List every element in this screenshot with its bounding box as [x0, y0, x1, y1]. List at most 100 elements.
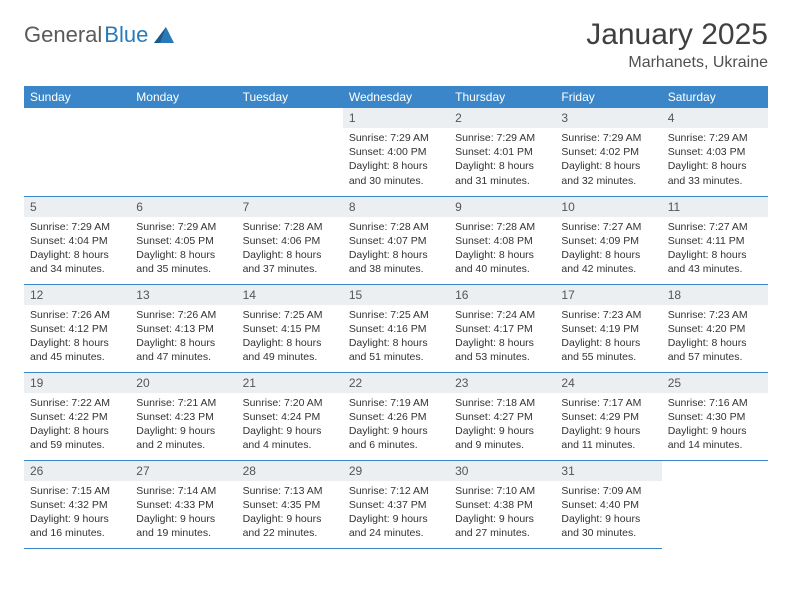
day-number: 22: [343, 373, 449, 393]
weekday-header: Saturday: [662, 86, 768, 108]
day-number: 30: [449, 461, 555, 481]
logo-sail-icon: [152, 25, 176, 45]
day-details: Sunrise: 7:18 AMSunset: 4:27 PMDaylight:…: [449, 393, 555, 457]
calendar-cell: 21Sunrise: 7:20 AMSunset: 4:24 PMDayligh…: [237, 372, 343, 460]
calendar-cell: 9Sunrise: 7:28 AMSunset: 4:08 PMDaylight…: [449, 196, 555, 284]
calendar-cell: 14Sunrise: 7:25 AMSunset: 4:15 PMDayligh…: [237, 284, 343, 372]
day-details: Sunrise: 7:12 AMSunset: 4:37 PMDaylight:…: [343, 481, 449, 545]
calendar-cell: [130, 108, 236, 196]
calendar-cell: 12Sunrise: 7:26 AMSunset: 4:12 PMDayligh…: [24, 284, 130, 372]
calendar-cell: 4Sunrise: 7:29 AMSunset: 4:03 PMDaylight…: [662, 108, 768, 196]
calendar-cell: 8Sunrise: 7:28 AMSunset: 4:07 PMDaylight…: [343, 196, 449, 284]
header: General Blue January 2025 Marhanets, Ukr…: [24, 18, 768, 72]
calendar-cell: 7Sunrise: 7:28 AMSunset: 4:06 PMDaylight…: [237, 196, 343, 284]
weekday-header: Tuesday: [237, 86, 343, 108]
calendar-cell: 26Sunrise: 7:15 AMSunset: 4:32 PMDayligh…: [24, 460, 130, 548]
weekday-header: Thursday: [449, 86, 555, 108]
day-details: Sunrise: 7:10 AMSunset: 4:38 PMDaylight:…: [449, 481, 555, 545]
calendar-cell: [237, 108, 343, 196]
logo: General Blue: [24, 18, 176, 48]
day-number: 8: [343, 197, 449, 217]
day-details: Sunrise: 7:28 AMSunset: 4:06 PMDaylight:…: [237, 217, 343, 281]
day-details: Sunrise: 7:25 AMSunset: 4:16 PMDaylight:…: [343, 305, 449, 369]
day-number: 5: [24, 197, 130, 217]
day-number: 25: [662, 373, 768, 393]
weekday-header: Monday: [130, 86, 236, 108]
calendar-cell: 22Sunrise: 7:19 AMSunset: 4:26 PMDayligh…: [343, 372, 449, 460]
day-number: 27: [130, 461, 236, 481]
logo-text-general: General: [24, 22, 102, 48]
day-number: 18: [662, 285, 768, 305]
calendar-cell: 28Sunrise: 7:13 AMSunset: 4:35 PMDayligh…: [237, 460, 343, 548]
calendar-cell: 31Sunrise: 7:09 AMSunset: 4:40 PMDayligh…: [555, 460, 661, 548]
day-details: Sunrise: 7:29 AMSunset: 4:00 PMDaylight:…: [343, 128, 449, 192]
day-number: 29: [343, 461, 449, 481]
day-details: Sunrise: 7:29 AMSunset: 4:04 PMDaylight:…: [24, 217, 130, 281]
day-details: Sunrise: 7:24 AMSunset: 4:17 PMDaylight:…: [449, 305, 555, 369]
day-details: Sunrise: 7:23 AMSunset: 4:19 PMDaylight:…: [555, 305, 661, 369]
day-number: 1: [343, 108, 449, 128]
calendar-cell: 27Sunrise: 7:14 AMSunset: 4:33 PMDayligh…: [130, 460, 236, 548]
day-number: 7: [237, 197, 343, 217]
day-details: Sunrise: 7:13 AMSunset: 4:35 PMDaylight:…: [237, 481, 343, 545]
day-number: 19: [24, 373, 130, 393]
day-number: 20: [130, 373, 236, 393]
calendar-cell: 15Sunrise: 7:25 AMSunset: 4:16 PMDayligh…: [343, 284, 449, 372]
calendar-cell: 18Sunrise: 7:23 AMSunset: 4:20 PMDayligh…: [662, 284, 768, 372]
day-details: Sunrise: 7:21 AMSunset: 4:23 PMDaylight:…: [130, 393, 236, 457]
day-number: 12: [24, 285, 130, 305]
day-details: Sunrise: 7:09 AMSunset: 4:40 PMDaylight:…: [555, 481, 661, 545]
calendar-cell: 25Sunrise: 7:16 AMSunset: 4:30 PMDayligh…: [662, 372, 768, 460]
day-number: 4: [662, 108, 768, 128]
day-details: Sunrise: 7:16 AMSunset: 4:30 PMDaylight:…: [662, 393, 768, 457]
day-details: Sunrise: 7:29 AMSunset: 4:03 PMDaylight:…: [662, 128, 768, 192]
weekday-header: Wednesday: [343, 86, 449, 108]
day-details: Sunrise: 7:26 AMSunset: 4:13 PMDaylight:…: [130, 305, 236, 369]
day-details: Sunrise: 7:26 AMSunset: 4:12 PMDaylight:…: [24, 305, 130, 369]
month-title: January 2025: [586, 18, 768, 52]
day-number: 10: [555, 197, 661, 217]
day-details: Sunrise: 7:29 AMSunset: 4:05 PMDaylight:…: [130, 217, 236, 281]
calendar-cell: 2Sunrise: 7:29 AMSunset: 4:01 PMDaylight…: [449, 108, 555, 196]
calendar-cell: 24Sunrise: 7:17 AMSunset: 4:29 PMDayligh…: [555, 372, 661, 460]
day-number: 21: [237, 373, 343, 393]
title-block: January 2025 Marhanets, Ukraine: [586, 18, 768, 72]
day-number: 13: [130, 285, 236, 305]
calendar-cell: 16Sunrise: 7:24 AMSunset: 4:17 PMDayligh…: [449, 284, 555, 372]
day-details: Sunrise: 7:29 AMSunset: 4:01 PMDaylight:…: [449, 128, 555, 192]
day-details: Sunrise: 7:15 AMSunset: 4:32 PMDaylight:…: [24, 481, 130, 545]
weekday-header: Friday: [555, 86, 661, 108]
day-details: Sunrise: 7:17 AMSunset: 4:29 PMDaylight:…: [555, 393, 661, 457]
day-number: 2: [449, 108, 555, 128]
calendar-cell: 11Sunrise: 7:27 AMSunset: 4:11 PMDayligh…: [662, 196, 768, 284]
day-number: 16: [449, 285, 555, 305]
calendar-cell: [24, 108, 130, 196]
logo-text-blue: Blue: [104, 22, 148, 48]
day-number: 28: [237, 461, 343, 481]
calendar-table: SundayMondayTuesdayWednesdayThursdayFrid…: [24, 86, 768, 549]
calendar-cell: [662, 460, 768, 548]
calendar-cell: 30Sunrise: 7:10 AMSunset: 4:38 PMDayligh…: [449, 460, 555, 548]
day-number: 31: [555, 461, 661, 481]
day-number: 15: [343, 285, 449, 305]
day-details: Sunrise: 7:19 AMSunset: 4:26 PMDaylight:…: [343, 393, 449, 457]
calendar-cell: 1Sunrise: 7:29 AMSunset: 4:00 PMDaylight…: [343, 108, 449, 196]
calendar-cell: 17Sunrise: 7:23 AMSunset: 4:19 PMDayligh…: [555, 284, 661, 372]
location: Marhanets, Ukraine: [586, 54, 768, 72]
day-number: 3: [555, 108, 661, 128]
day-details: Sunrise: 7:22 AMSunset: 4:22 PMDaylight:…: [24, 393, 130, 457]
day-details: Sunrise: 7:20 AMSunset: 4:24 PMDaylight:…: [237, 393, 343, 457]
day-number: 17: [555, 285, 661, 305]
calendar-header-row: SundayMondayTuesdayWednesdayThursdayFrid…: [24, 86, 768, 108]
day-number: 24: [555, 373, 661, 393]
weekday-header: Sunday: [24, 86, 130, 108]
calendar-cell: 29Sunrise: 7:12 AMSunset: 4:37 PMDayligh…: [343, 460, 449, 548]
calendar-cell: 5Sunrise: 7:29 AMSunset: 4:04 PMDaylight…: [24, 196, 130, 284]
calendar-cell: 3Sunrise: 7:29 AMSunset: 4:02 PMDaylight…: [555, 108, 661, 196]
day-details: Sunrise: 7:28 AMSunset: 4:07 PMDaylight:…: [343, 217, 449, 281]
calendar-cell: 10Sunrise: 7:27 AMSunset: 4:09 PMDayligh…: [555, 196, 661, 284]
calendar-cell: 20Sunrise: 7:21 AMSunset: 4:23 PMDayligh…: [130, 372, 236, 460]
day-details: Sunrise: 7:23 AMSunset: 4:20 PMDaylight:…: [662, 305, 768, 369]
day-details: Sunrise: 7:14 AMSunset: 4:33 PMDaylight:…: [130, 481, 236, 545]
calendar-cell: 13Sunrise: 7:26 AMSunset: 4:13 PMDayligh…: [130, 284, 236, 372]
